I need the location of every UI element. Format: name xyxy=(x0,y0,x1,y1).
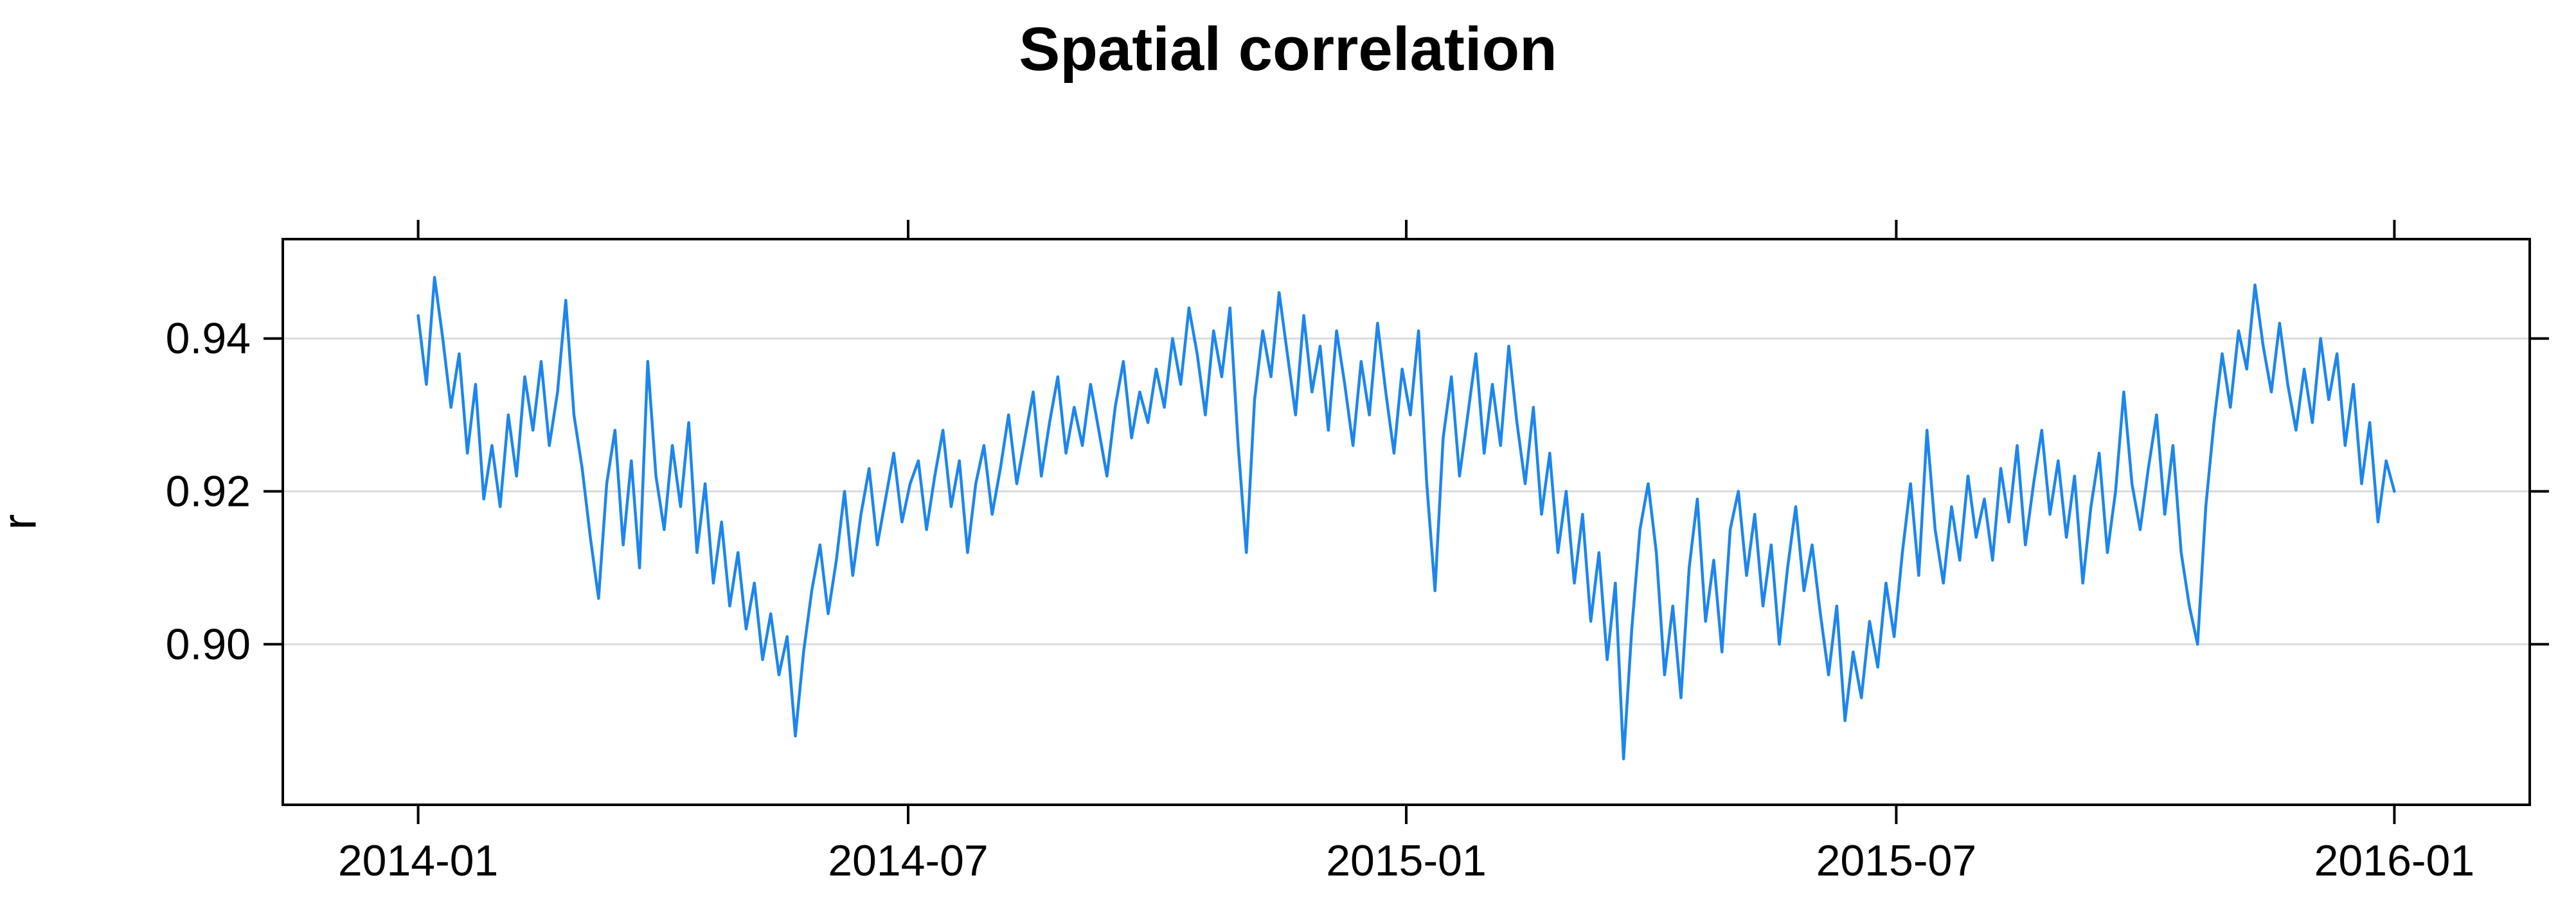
x-tick-label: 2014-07 xyxy=(828,836,988,885)
chart-title: Spatial correlation xyxy=(1019,15,1557,84)
x-tick-label: 2015-01 xyxy=(1326,836,1487,885)
x-tick-label: 2014-01 xyxy=(338,836,499,885)
plot-border xyxy=(282,238,2531,806)
y-tick-label: 0.94 xyxy=(166,314,251,363)
y-tick-label: 0.92 xyxy=(166,467,251,516)
data-series-line xyxy=(416,276,2396,760)
x-tick-label: 2016-01 xyxy=(2314,836,2475,885)
x-tick-label: 2015-07 xyxy=(1816,836,1977,885)
y-tick-label: 0.90 xyxy=(166,620,251,669)
